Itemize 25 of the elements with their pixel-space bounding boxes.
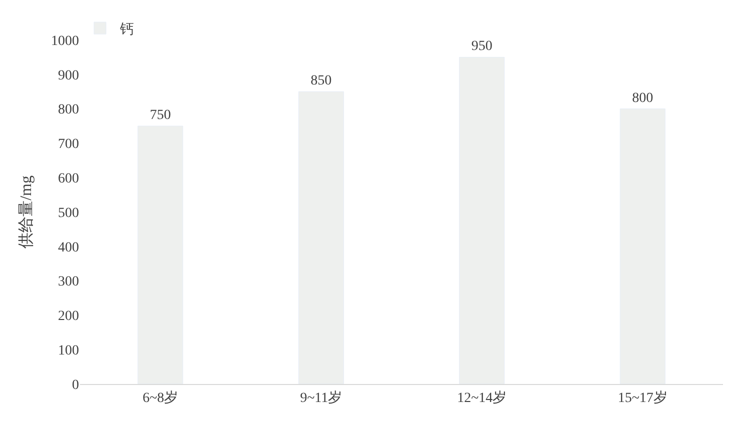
bar bbox=[620, 108, 666, 384]
x-tick-label: 15~17岁 bbox=[618, 390, 668, 406]
y-tick-label: 200 bbox=[58, 309, 79, 324]
y-tick-label: 800 bbox=[58, 102, 79, 118]
y-tick-label: 600 bbox=[58, 172, 79, 186]
bar bbox=[138, 126, 184, 384]
x-tick-label: 9~11岁 bbox=[300, 390, 342, 406]
x-tick-label: 6~8岁 bbox=[142, 390, 178, 406]
data-label: 800 bbox=[632, 90, 654, 106]
x-tick-label: 12~14岁 bbox=[457, 390, 507, 406]
y-tick-label: 700 bbox=[58, 137, 79, 152]
y-tick-label: 100 bbox=[58, 344, 79, 358]
legend-label: 钙 bbox=[119, 22, 134, 38]
y-tick-label: 900 bbox=[58, 68, 79, 84]
y-tick-label: 0 bbox=[72, 378, 79, 393]
y-tick-label: 300 bbox=[58, 274, 79, 290]
data-label: 750 bbox=[150, 108, 171, 123]
y-tick-label: 1000 bbox=[51, 34, 79, 49]
y-tick-label: 400 bbox=[58, 240, 79, 256]
data-label: 850 bbox=[310, 74, 332, 89]
bar bbox=[459, 56, 505, 384]
y-tick-label: 500 bbox=[58, 206, 79, 221]
bar bbox=[298, 91, 344, 384]
y-axis-title: 供给量/mg bbox=[18, 176, 35, 248]
data-label: 950 bbox=[471, 39, 492, 54]
